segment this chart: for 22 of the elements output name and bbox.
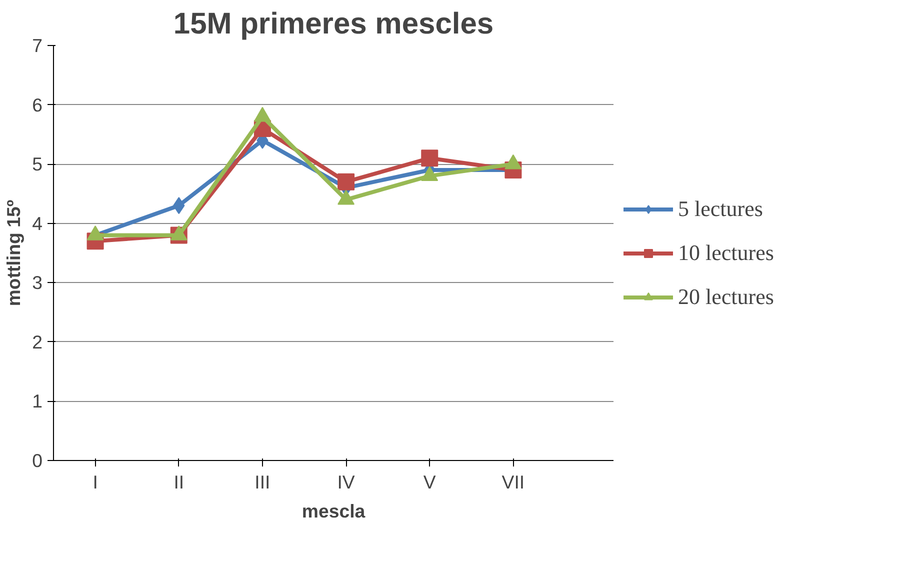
- point: [421, 150, 438, 167]
- legend-label: 5 lectures: [678, 196, 763, 222]
- legend-label: 10 lectures: [678, 240, 774, 266]
- x-axis-title: mescla: [302, 500, 366, 522]
- y-tick-label: 0: [32, 450, 43, 471]
- y-axis-title: mottling 15º: [3, 200, 24, 306]
- x-tick-label: III: [254, 472, 270, 492]
- y-tick-label: 2: [32, 331, 43, 352]
- y-tick-label: 5: [32, 154, 43, 175]
- y-tick-label: 1: [32, 390, 43, 412]
- y-tick-label: 3: [32, 272, 43, 294]
- x-tick-label: VII: [502, 472, 525, 492]
- x-tick-label: II: [174, 472, 184, 492]
- chart-title: 15M primeres mescles: [173, 8, 494, 40]
- x-tick-label: V: [423, 472, 436, 492]
- x-tick-label: I: [92, 472, 98, 492]
- y-tick-label: 7: [32, 35, 43, 56]
- y-tick-label: 6: [32, 94, 43, 116]
- point: [338, 173, 355, 190]
- y-tick-label: 4: [32, 212, 43, 234]
- x-tick-label: IV: [337, 472, 356, 492]
- legend-label: 20 lectures: [678, 284, 774, 310]
